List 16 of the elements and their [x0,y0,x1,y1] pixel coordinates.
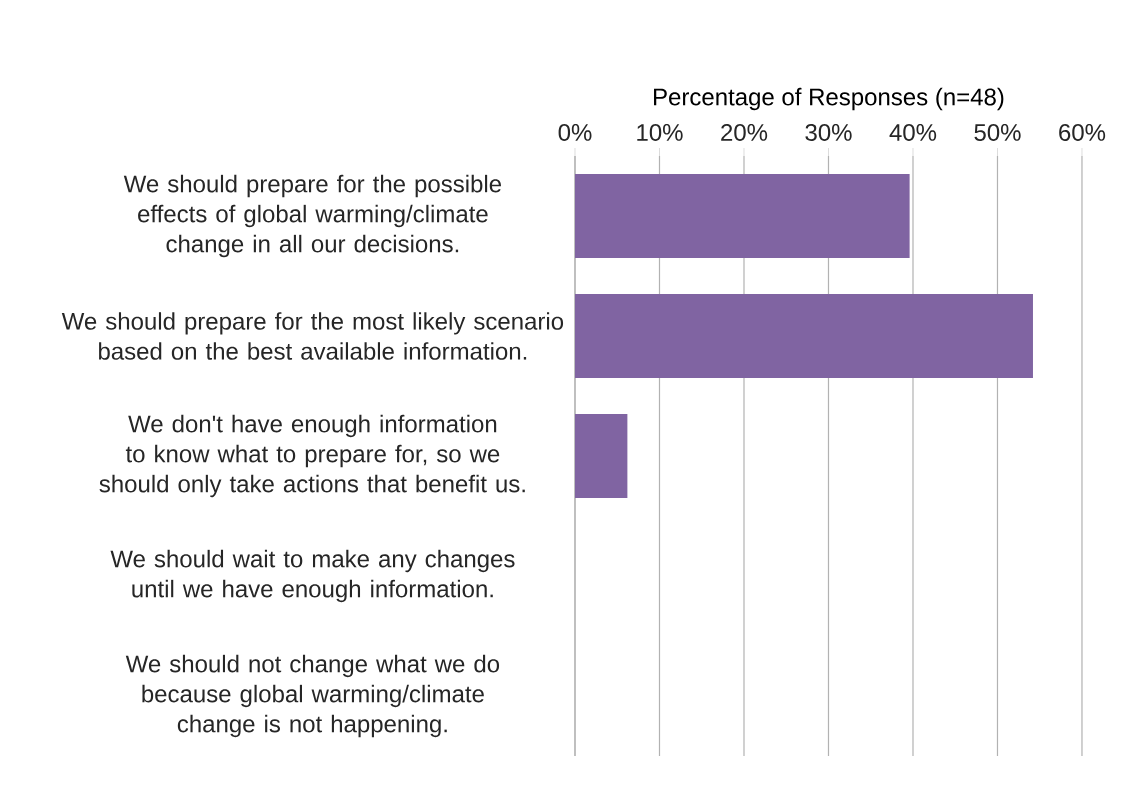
y-tick-label: We don't have enough information to know what to prepare for, so we should only take actions that benefit us. [99,414,525,498]
y-tick-label: We should not change what we do because global warming/climate change is not happening. [125,654,500,738]
bar [575,294,1033,378]
x-tick-label: 50% [974,123,1021,141]
x-tick-label: 10% [637,123,683,141]
x-tick-label: 60% [1059,123,1106,141]
y-tick-label: We should prepare for the possible effects of global warming/climate change in all our decisions. [123,174,501,258]
x-tick-label: 20% [721,123,768,141]
bar [575,174,910,258]
y-tick-label: We should wait to make any changes until we have enough information. [110,549,515,603]
x-axis-title: Percentage of Responses (n=48) [654,87,1004,111]
bar [575,414,628,498]
y-tick-label: We should prepare for the most likely scenario based on the best available information. [61,312,564,360]
x-tick-label: 30% [805,123,852,141]
x-tick-label: 40% [889,123,937,141]
x-tick-label: 0% [558,123,592,141]
